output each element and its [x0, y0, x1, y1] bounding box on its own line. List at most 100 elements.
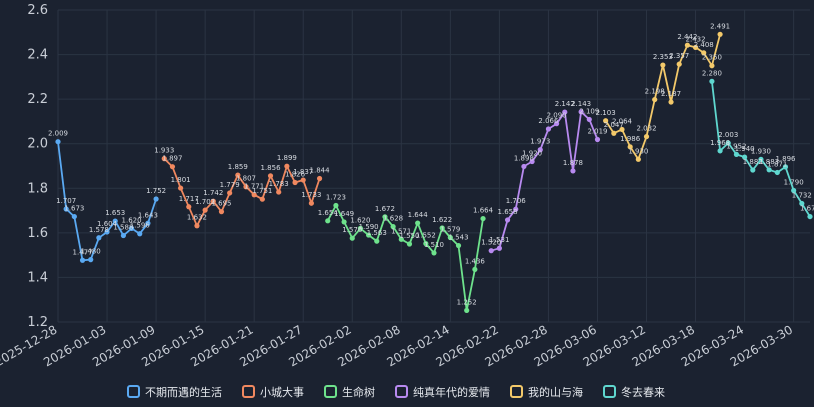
data-point — [341, 219, 347, 225]
data-label: 1.826 — [285, 170, 306, 178]
y-tick-label: 2.6 — [27, 3, 48, 18]
data-label: 1.654 — [318, 209, 339, 217]
data-point — [439, 225, 445, 231]
data-label: 2.064 — [612, 117, 633, 125]
data-label: 2.408 — [694, 41, 714, 49]
data-label: 1.807 — [236, 175, 256, 183]
legend-item[interactable]: 纯真年代的爱情 — [395, 385, 490, 399]
series-line — [490, 110, 599, 252]
data-labels: 2.0091.7071.6731.4771.4801.5781.6041.653… — [48, 22, 814, 306]
data-label: 1.510 — [424, 241, 444, 249]
data-label: 1.723 — [326, 193, 346, 201]
data-label: 1.801 — [171, 176, 191, 184]
data-point — [782, 164, 789, 170]
data-point — [554, 121, 560, 127]
data-point — [635, 156, 641, 162]
data-point — [276, 189, 282, 195]
data-label: 2.187 — [661, 90, 681, 98]
data-label: 1.968 — [710, 139, 730, 147]
data-point — [161, 156, 167, 162]
legend-item[interactable]: 我的山与海 — [510, 385, 583, 399]
data-label: 1.552 — [416, 232, 436, 240]
data-point — [218, 209, 225, 215]
data-point — [488, 248, 494, 254]
data-point — [455, 242, 462, 249]
data-label: 1.649 — [334, 210, 354, 218]
data-point — [742, 154, 748, 160]
data-point — [390, 224, 396, 230]
data-point — [472, 266, 478, 273]
data-label: 1.520 — [481, 239, 501, 247]
data-point — [128, 225, 135, 231]
data-point — [374, 238, 380, 244]
data-point — [447, 234, 453, 241]
data-label: 1.706 — [506, 197, 527, 205]
data-label: 1.856 — [260, 164, 281, 172]
data-point — [758, 156, 764, 162]
data-label: 1.604 — [97, 220, 118, 228]
data-point — [194, 223, 200, 229]
data-label: 1.579 — [440, 226, 460, 234]
data-label: 1.702 — [195, 198, 215, 206]
legend-item[interactable]: 小城大事 — [242, 385, 304, 399]
data-point — [259, 196, 265, 202]
data-point — [423, 240, 429, 247]
data-point — [668, 99, 674, 105]
data-point — [243, 184, 249, 190]
data-point — [799, 200, 805, 207]
data-point — [521, 163, 527, 170]
data-point — [267, 173, 274, 179]
data-point — [643, 133, 650, 140]
data-label: 1.742 — [203, 189, 223, 197]
x-axis: 2025-12-282026-01-032026-01-092026-01-15… — [0, 322, 795, 369]
data-point — [733, 151, 740, 158]
data-label: 2.032 — [636, 125, 656, 133]
data-label: 2.357 — [669, 52, 689, 60]
data-label: 2.090 — [547, 112, 567, 120]
data-label: 1.883 — [759, 158, 779, 166]
data-point — [349, 235, 355, 241]
data-point — [652, 96, 658, 103]
data-label: 1.436 — [465, 257, 486, 265]
data-point — [570, 168, 576, 174]
legend-item[interactable]: 生命树 — [324, 385, 375, 399]
data-point — [594, 136, 601, 143]
data-point — [398, 236, 404, 242]
data-label: 1.477 — [72, 248, 92, 256]
data-label: 1.986 — [620, 135, 641, 143]
data-point — [88, 257, 94, 263]
data-label: 1.644 — [408, 211, 429, 219]
data-label: 2.350 — [702, 54, 722, 62]
data-label: 1.653 — [105, 209, 125, 217]
data-label: 1.590 — [359, 223, 379, 231]
data-point — [153, 196, 159, 202]
data-label: 1.837 — [293, 168, 313, 176]
legend-label: 生命树 — [342, 385, 375, 399]
data-label: 2.019 — [587, 127, 607, 135]
data-point — [717, 148, 723, 154]
data-point — [63, 206, 69, 212]
data-point — [725, 140, 731, 146]
data-label: 2.066 — [538, 117, 559, 125]
data-label: 1.252 — [457, 298, 477, 306]
data-label: 1.672 — [375, 205, 395, 213]
data-label: 1.897 — [162, 155, 182, 163]
legend-item[interactable]: 冬去春来 — [603, 385, 665, 399]
data-label: 1.658 — [498, 208, 518, 216]
y-tick-label: 1.8 — [27, 181, 48, 196]
legend: 不期而遇的生活 小城大事 生命树 纯真年代的爱情 我的山与海 冬去春来 — [127, 385, 665, 399]
data-point — [692, 44, 699, 51]
legend-item[interactable]: 不期而遇的生活 — [127, 385, 222, 399]
data-label: 1.707 — [56, 197, 76, 205]
data-label: 2.109 — [579, 107, 599, 115]
data-point — [71, 213, 77, 220]
data-label: 1.732 — [792, 191, 812, 199]
series-lines — [55, 31, 813, 314]
legend-swatch — [395, 385, 408, 398]
data-point — [210, 198, 216, 204]
legend-label: 我的山与海 — [528, 385, 583, 399]
data-label: 1.620 — [122, 216, 142, 224]
data-label: 2.432 — [686, 35, 706, 43]
data-point — [333, 202, 339, 209]
data-label: 2.198 — [645, 88, 665, 96]
